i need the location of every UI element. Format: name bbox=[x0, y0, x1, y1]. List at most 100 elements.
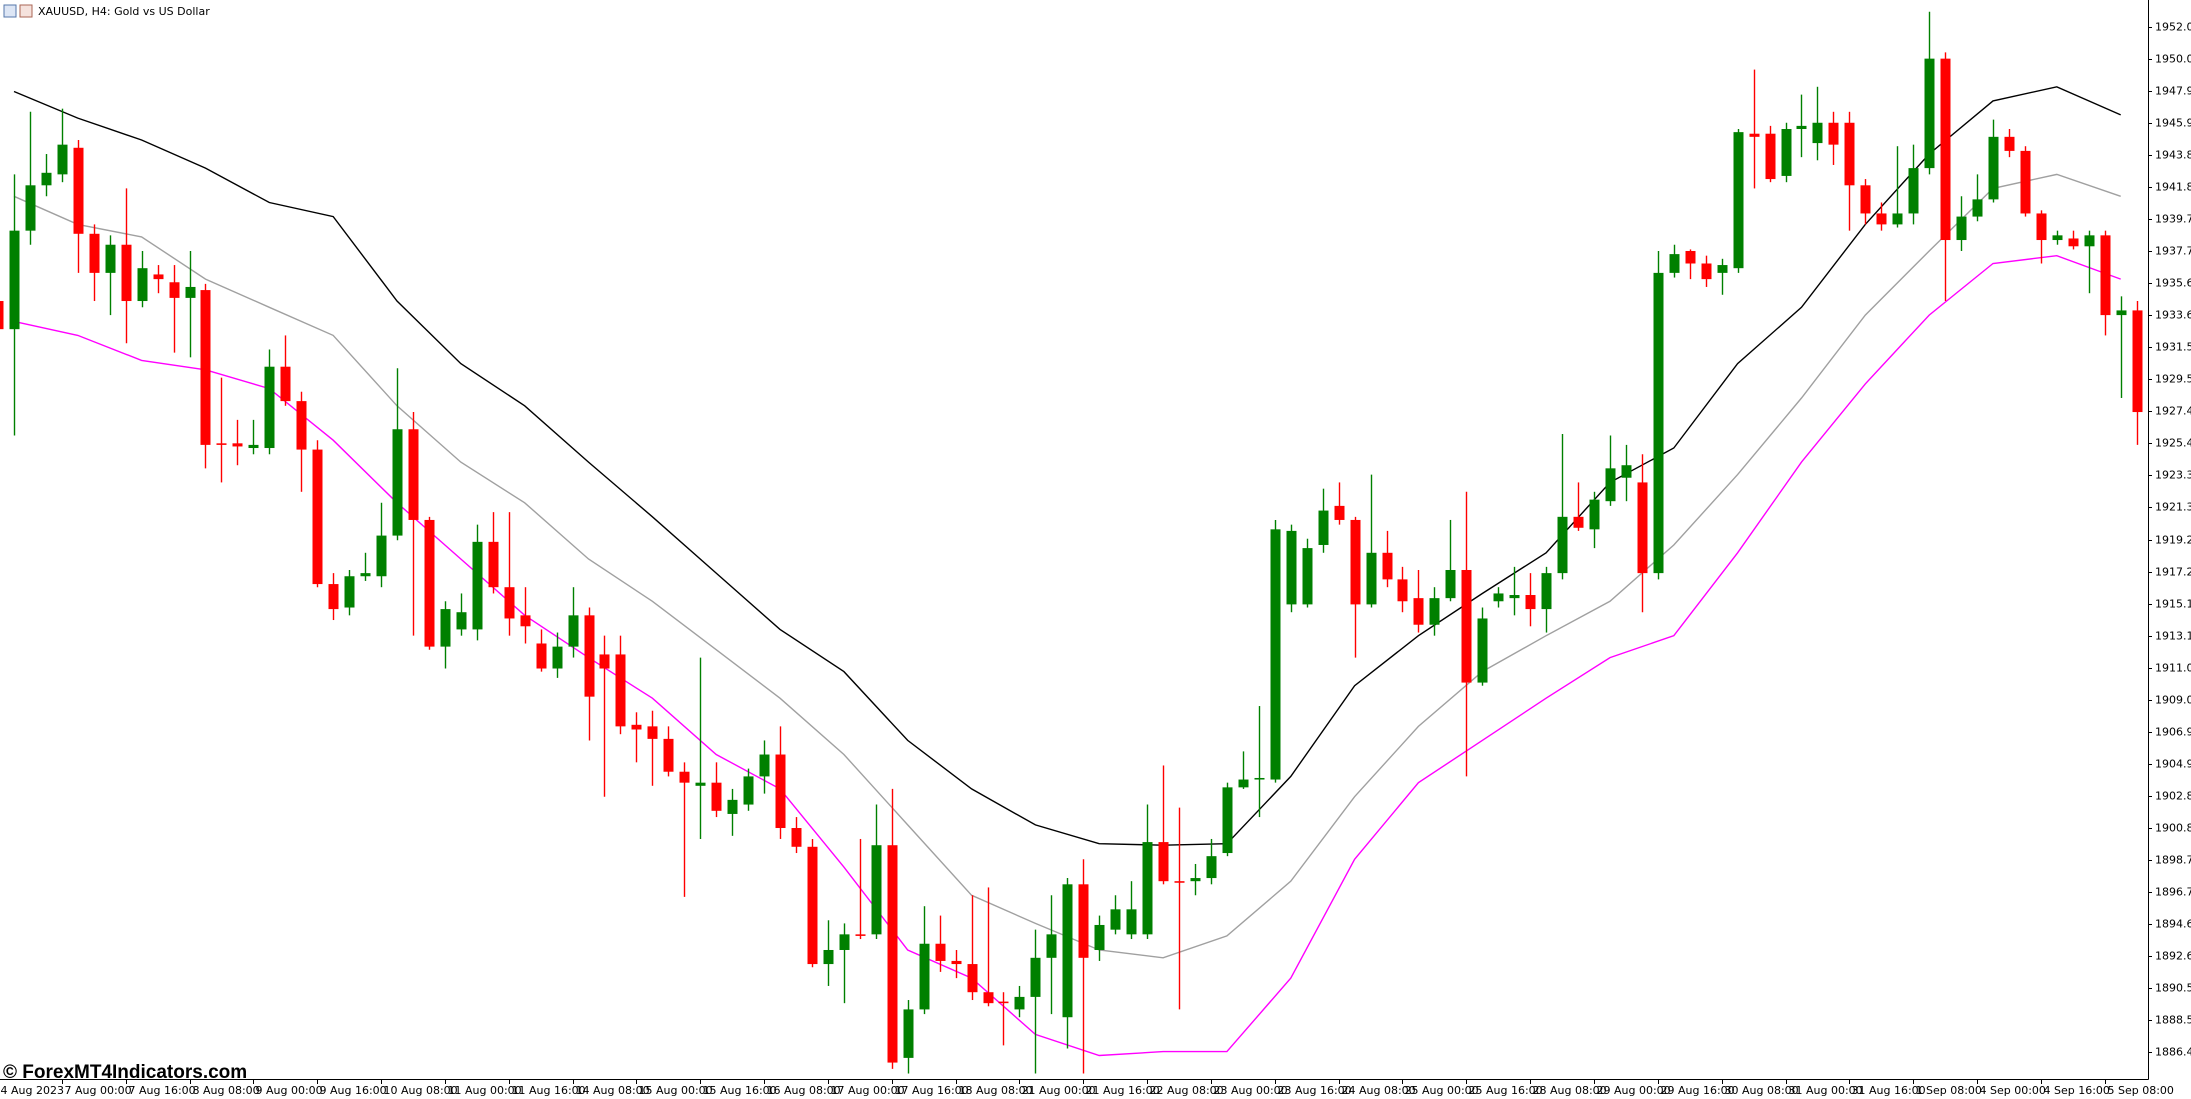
candle-body bbox=[280, 366, 291, 402]
candle-body bbox=[711, 782, 722, 811]
candle-body bbox=[376, 535, 387, 577]
candle-body bbox=[9, 230, 20, 330]
y-tick-label: 1933.60 bbox=[2155, 309, 2191, 322]
candle-body bbox=[1876, 213, 1887, 225]
candle-body bbox=[1206, 856, 1217, 879]
candle-body bbox=[807, 846, 818, 965]
x-tick-label: 22 Aug 08:00 bbox=[1150, 1084, 1224, 1097]
candle-body bbox=[1493, 593, 1504, 602]
candle-body bbox=[328, 584, 339, 610]
x-tick-label: 21 Aug 16:00 bbox=[1086, 1084, 1160, 1097]
x-tick-label: 4 Sep 16:00 bbox=[2044, 1084, 2110, 1097]
candle-body bbox=[903, 1009, 914, 1058]
candle-body bbox=[1860, 185, 1871, 214]
watermark: © ForexMT4Indicators.com bbox=[3, 1062, 247, 1083]
x-tick-label: 7 Aug 00:00 bbox=[65, 1084, 132, 1097]
candle-body bbox=[1717, 265, 1728, 273]
candle-body bbox=[1685, 250, 1696, 264]
candle-body bbox=[1653, 272, 1664, 574]
candle-body bbox=[121, 244, 132, 302]
candle-body bbox=[248, 444, 259, 449]
candle-body bbox=[73, 147, 84, 234]
candle-body bbox=[599, 654, 610, 669]
candle-body bbox=[1812, 122, 1823, 144]
candle-body bbox=[743, 776, 754, 805]
candle-body bbox=[472, 541, 483, 630]
candle-body bbox=[1573, 516, 1584, 528]
y-tick-label: 1935.65 bbox=[2155, 277, 2191, 290]
x-tick-label: 18 Aug 08:00 bbox=[959, 1084, 1033, 1097]
candle-body bbox=[871, 845, 882, 935]
candle-body bbox=[360, 573, 371, 577]
candle-body bbox=[1509, 595, 1520, 599]
candle-body bbox=[568, 615, 579, 647]
indicator-line bbox=[13, 86, 2121, 846]
candle-body bbox=[615, 654, 626, 727]
candle-body bbox=[1174, 881, 1185, 883]
x-tick-label: 7 Aug 16:00 bbox=[129, 1084, 196, 1097]
x-tick-label: 29 Aug 16:00 bbox=[1661, 1084, 1735, 1097]
x-tick-label: 21 Aug 00:00 bbox=[1022, 1084, 1096, 1097]
x-tick-label: 8 Aug 08:00 bbox=[193, 1084, 260, 1097]
candle-body bbox=[1940, 58, 1951, 241]
y-tick-label: 1947.95 bbox=[2155, 85, 2191, 98]
candle-body bbox=[536, 643, 547, 669]
candle-body bbox=[169, 282, 180, 298]
icon bbox=[3, 4, 17, 18]
candle-body bbox=[1078, 884, 1089, 958]
candle-body bbox=[791, 828, 802, 847]
candle-body bbox=[408, 429, 419, 520]
y-tick-label: 1896.70 bbox=[2155, 886, 2191, 899]
y-tick-label: 1900.80 bbox=[2155, 822, 2191, 835]
candle-body bbox=[2020, 150, 2031, 214]
candle-body bbox=[57, 144, 68, 175]
x-tick-label: 5 Sep 08:00 bbox=[2108, 1084, 2174, 1097]
candle-body bbox=[232, 443, 243, 447]
candle-body bbox=[1605, 468, 1616, 502]
candle-body bbox=[25, 185, 36, 231]
y-tick-label: 1937.70 bbox=[2155, 245, 2191, 258]
candle-body bbox=[1541, 573, 1552, 610]
candle-body bbox=[1318, 510, 1329, 545]
candle-body bbox=[1988, 136, 1999, 200]
candle-body bbox=[1190, 878, 1201, 882]
candle-body bbox=[2084, 235, 2095, 247]
y-tick-label: 1927.45 bbox=[2155, 405, 2191, 418]
y-tick-label: 1894.65 bbox=[2155, 918, 2191, 931]
y-tick-label: 1919.25 bbox=[2155, 534, 2191, 547]
candle-body bbox=[1366, 552, 1377, 605]
candle-body bbox=[89, 233, 100, 273]
y-tick-label: 1923.35 bbox=[2155, 469, 2191, 482]
x-tick-label: 4 Sep 00:00 bbox=[1980, 1084, 2046, 1097]
candle-body bbox=[488, 541, 499, 588]
candle-body bbox=[1701, 263, 1712, 280]
candle-body bbox=[1637, 482, 1648, 574]
candle-body bbox=[998, 1001, 1009, 1004]
candle-body bbox=[41, 172, 52, 186]
candle-body bbox=[1030, 957, 1041, 997]
y-tick-label: 1952.05 bbox=[2155, 21, 2191, 34]
y-tick-label: 1890.55 bbox=[2155, 982, 2191, 995]
candle-body bbox=[679, 771, 690, 783]
candle-body bbox=[775, 754, 786, 829]
candle-body bbox=[2068, 238, 2079, 247]
x-tick-label: 23 Aug 16:00 bbox=[1278, 1084, 1352, 1097]
candle-body bbox=[1892, 213, 1903, 225]
x-tick-label: 16 Aug 08:00 bbox=[767, 1084, 841, 1097]
candle-body bbox=[1397, 579, 1408, 602]
y-tick-label: 1917.20 bbox=[2155, 566, 2191, 579]
y-tick-label: 1909.00 bbox=[2155, 694, 2191, 707]
x-tick-label: 25 Aug 16:00 bbox=[1469, 1084, 1543, 1097]
candle-body bbox=[552, 646, 563, 669]
candle-body bbox=[759, 754, 770, 777]
candle-body bbox=[456, 612, 467, 630]
candle-body bbox=[663, 738, 674, 772]
candle-body bbox=[1477, 618, 1488, 683]
icon bbox=[19, 4, 33, 18]
x-tick-label: 9 Aug 00:00 bbox=[256, 1084, 323, 1097]
candle-body bbox=[631, 724, 642, 730]
candle-body bbox=[1445, 569, 1456, 599]
candle-body bbox=[1589, 499, 1600, 530]
candle-body bbox=[919, 943, 930, 1010]
y-tick-label: 1950.00 bbox=[2155, 53, 2191, 66]
